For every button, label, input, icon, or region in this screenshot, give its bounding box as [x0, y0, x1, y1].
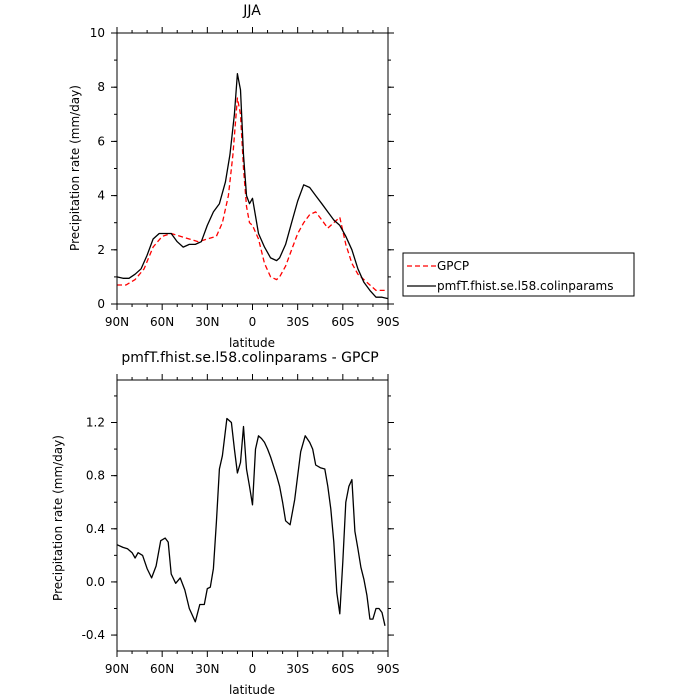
x-tick-label: 60N: [150, 662, 174, 676]
plot-area-top: [116, 73, 389, 300]
x-tick-label: 0: [249, 315, 257, 329]
y-axis-label-bottom: Precipitation rate (mm/day): [51, 435, 65, 601]
x-tick-label: 90N: [105, 662, 129, 676]
y-tick-label: 0: [97, 297, 105, 311]
x-tick-label: 30S: [286, 315, 309, 329]
panel-top-climatology: JJA latitude Precipitation rate (mm/day)…: [68, 3, 399, 350]
x-tick-label: 90S: [377, 315, 400, 329]
chart-title-top: JJA: [242, 3, 261, 19]
y-tick-label: 6: [97, 134, 105, 148]
x-tick-label: 30N: [195, 662, 219, 676]
chart-title-bottom: pmfT.fhist.se.l58.colinparams - GPCP: [121, 350, 378, 366]
legend: GPCP pmfT.fhist.se.l58.colinparams: [402, 252, 635, 297]
x-tick-label: 30N: [195, 315, 219, 329]
y-axis-label-top: Precipitation rate (mm/day): [68, 85, 82, 251]
legend-label-gpcp: GPCP: [437, 259, 469, 273]
plot-frame-top: [116, 32, 389, 305]
x-tick-label: 60S: [331, 662, 354, 676]
y-tick-label: 8: [97, 80, 105, 94]
panel-bottom-difference: pmfT.fhist.se.l58.colinparams - GPCP lat…: [51, 350, 399, 697]
axis-ticks-top: 90N 60N 30N 0 30S 60S 90S 0 2 4 6 8 10: [90, 26, 400, 329]
y-tick-label: 1.2: [86, 416, 105, 430]
plot-area-bottom: [116, 417, 386, 626]
series-line-gpcp: [117, 97, 388, 292]
legend-box: [402, 252, 635, 297]
axis-ticks-bottom: 90N 60N 30N 0 30S 60S 90S -0.4 0.0 0.4 0.8 1.2: [82, 374, 400, 676]
y-tick-label: 0.8: [86, 469, 105, 483]
y-tick-label: 0.4: [86, 522, 105, 536]
legend-label-model: pmfT.fhist.se.l58.colinparams: [437, 279, 613, 293]
y-tick-label: 2: [97, 243, 105, 257]
series-line-model: [116, 73, 389, 300]
x-tick-label: 60N: [150, 315, 174, 329]
x-tick-label: 30S: [286, 662, 309, 676]
x-tick-label: 90S: [377, 662, 400, 676]
x-tick-label: 60S: [331, 315, 354, 329]
series-line-difference: [116, 417, 386, 626]
x-tick-label: 0: [249, 662, 257, 676]
y-tick-label: 0.0: [86, 575, 105, 589]
y-tick-label: -0.4: [82, 628, 105, 642]
plot-frame-bottom: [116, 379, 389, 652]
x-axis-label-bottom: latitude: [229, 683, 275, 697]
x-axis-label-top: latitude: [229, 336, 275, 350]
y-tick-label: 4: [97, 189, 105, 203]
x-tick-label: 90N: [105, 315, 129, 329]
y-tick-label: 10: [90, 26, 105, 40]
